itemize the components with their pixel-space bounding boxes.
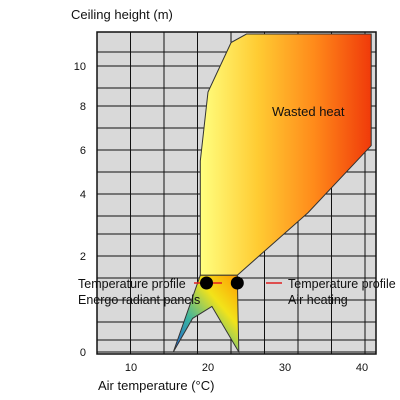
x-tick-label: 10 xyxy=(125,362,137,374)
y-tick-label: 6 xyxy=(80,145,86,157)
markers xyxy=(200,276,244,290)
y-tick-labels: 0 2 4 6 8 10 xyxy=(74,61,86,359)
annotation-left-line1: Temperature profile xyxy=(78,277,186,291)
y-tick-label: 4 xyxy=(80,189,86,201)
y-tick-label: 2 xyxy=(80,251,86,263)
wasted-heat-area xyxy=(199,33,372,276)
y-tick-label: 8 xyxy=(80,101,86,113)
marker-dot-air-heating xyxy=(230,276,244,290)
x-tick-label: 40 xyxy=(356,362,368,374)
y-tick-label: 10 xyxy=(74,61,86,73)
annotation-right-line1: Temperature profile xyxy=(288,277,396,291)
x-tick-label: 30 xyxy=(279,362,291,374)
annotation-left-line2: Energo radiant panels xyxy=(78,293,200,307)
plot-border xyxy=(96,31,377,355)
comfort-zone-area xyxy=(172,274,240,354)
x-axis-label: Air temperature (°C) xyxy=(98,378,214,393)
region-label-wasted-heat: Wasted heat xyxy=(272,104,345,119)
x-tick-label: 20 xyxy=(202,362,214,374)
annotation-right-line2: Air heating xyxy=(288,293,348,307)
x-tick-labels: 10 20 30 40 xyxy=(125,362,368,374)
marker-dot-radiant-panels xyxy=(200,276,213,290)
y-axis-label: Ceiling height (m) xyxy=(71,7,173,22)
y-tick-label: 0 xyxy=(80,347,86,359)
